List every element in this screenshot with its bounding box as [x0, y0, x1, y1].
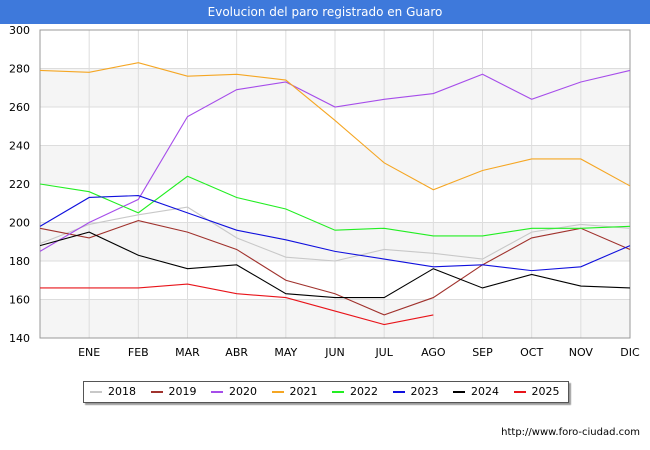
x-tick-label: AGO	[421, 346, 446, 359]
x-tick-label: ENE	[78, 346, 100, 359]
y-tick-label: 180	[9, 255, 30, 268]
chart-legend: 2018 2019 2020 2021 2022 2023 2024 2025	[83, 381, 569, 403]
legend-swatch	[513, 391, 526, 393]
legend-swatch	[271, 391, 284, 393]
x-tick-label: MAR	[175, 346, 200, 359]
x-tick-label: FEB	[128, 346, 149, 359]
legend-label: 2020	[229, 385, 257, 398]
y-tick-label: 300	[9, 24, 30, 37]
y-tick-label: 280	[9, 63, 30, 76]
chart-title: Evolucion del paro registrado en Guaro	[207, 5, 443, 19]
legend-label: 2025	[531, 385, 560, 398]
title-bar	[0, 0, 650, 24]
legend-label: 2018	[108, 385, 136, 398]
series-line-2021	[39, 62, 631, 191]
legend-swatch	[332, 391, 344, 393]
series-line-2022	[39, 175, 631, 237]
x-tick-label: JUN	[324, 346, 345, 359]
legend-label: 2023	[410, 385, 439, 398]
legend-label: 2024	[471, 385, 499, 398]
x-tick-label: DIC	[620, 346, 640, 359]
y-tick-label: 160	[9, 294, 30, 307]
series-line-2018	[39, 206, 631, 262]
legend-label: 2021	[289, 385, 318, 398]
legend-swatch	[90, 391, 102, 393]
series-line-2019	[39, 220, 631, 316]
watermark: http://www.foro-ciudad.com	[501, 427, 640, 438]
y-tick-label: 200	[9, 217, 30, 230]
legend-swatch	[392, 391, 405, 393]
y-tick-label: 140	[9, 332, 30, 345]
x-tick-label: SEP	[472, 346, 493, 359]
y-tick-label: 240	[9, 140, 30, 153]
legend-label: 2022	[350, 385, 378, 398]
series-line-2023	[39, 194, 631, 272]
x-tick-label: JUL	[374, 346, 393, 359]
legend-label: 2019	[168, 385, 197, 398]
legend-swatch	[211, 391, 223, 393]
legend-swatch	[453, 391, 465, 393]
y-tick-label: 260	[9, 101, 30, 114]
x-tick-label: NOV	[569, 346, 594, 359]
y-tick-label: 220	[9, 178, 30, 191]
series-line-2025	[40, 283, 434, 326]
series-line-2020	[39, 69, 631, 252]
x-tick-label: OCT	[520, 346, 543, 359]
x-tick-label: MAY	[274, 346, 297, 359]
x-tick-label: ABR	[225, 346, 248, 359]
legend-swatch	[150, 391, 163, 393]
series-line-2024	[39, 231, 631, 299]
